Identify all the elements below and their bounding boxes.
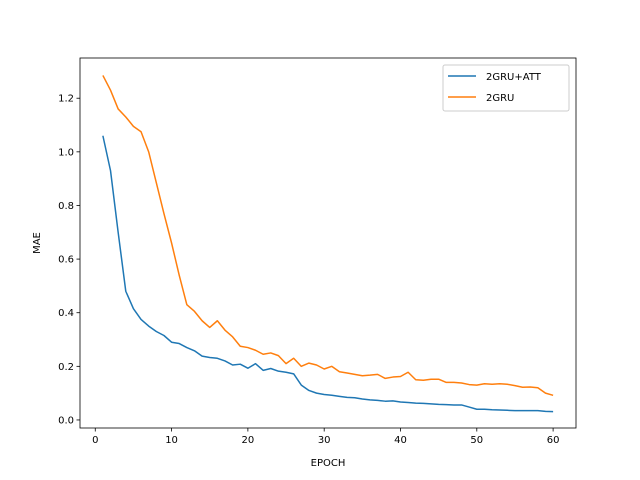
x-axis-ticks: 0 10 20 30 40 50 60 xyxy=(92,428,559,446)
legend-label-2gru: 2GRU xyxy=(486,93,514,104)
y-tick-label: 1.0 xyxy=(58,147,74,158)
x-tick-label: 30 xyxy=(318,435,331,446)
x-tick-label: 10 xyxy=(165,435,178,446)
y-axis-ticks: 0.0 0.2 0.4 0.6 0.8 1.0 1.2 xyxy=(58,94,80,426)
y-tick-label: 0.8 xyxy=(58,201,74,212)
y-tick-label: 0.4 xyxy=(58,308,74,319)
x-tick-label: 0 xyxy=(92,435,98,446)
x-tick-label: 20 xyxy=(242,435,255,446)
x-axis-label: EPOCH xyxy=(311,458,346,469)
y-axis-label: MAE xyxy=(32,232,43,254)
series-line-2gru xyxy=(102,75,554,397)
series-line-2gru-att xyxy=(102,135,554,413)
series-layer xyxy=(102,75,554,413)
legend-label-2gru-att: 2GRU+ATT xyxy=(486,72,542,83)
x-tick-label: 40 xyxy=(394,435,407,446)
plot-frame xyxy=(79,57,577,429)
y-tick-label: 0.2 xyxy=(58,362,74,373)
plot-area xyxy=(80,58,576,428)
y-tick-label: 0.0 xyxy=(58,415,74,426)
y-tick-label: 1.2 xyxy=(58,94,74,105)
y-tick-label: 0.6 xyxy=(58,255,74,266)
x-tick-label: 50 xyxy=(470,435,483,446)
legend: 2GRU+ATT 2GRU xyxy=(442,64,570,112)
x-tick-label: 60 xyxy=(547,435,560,446)
